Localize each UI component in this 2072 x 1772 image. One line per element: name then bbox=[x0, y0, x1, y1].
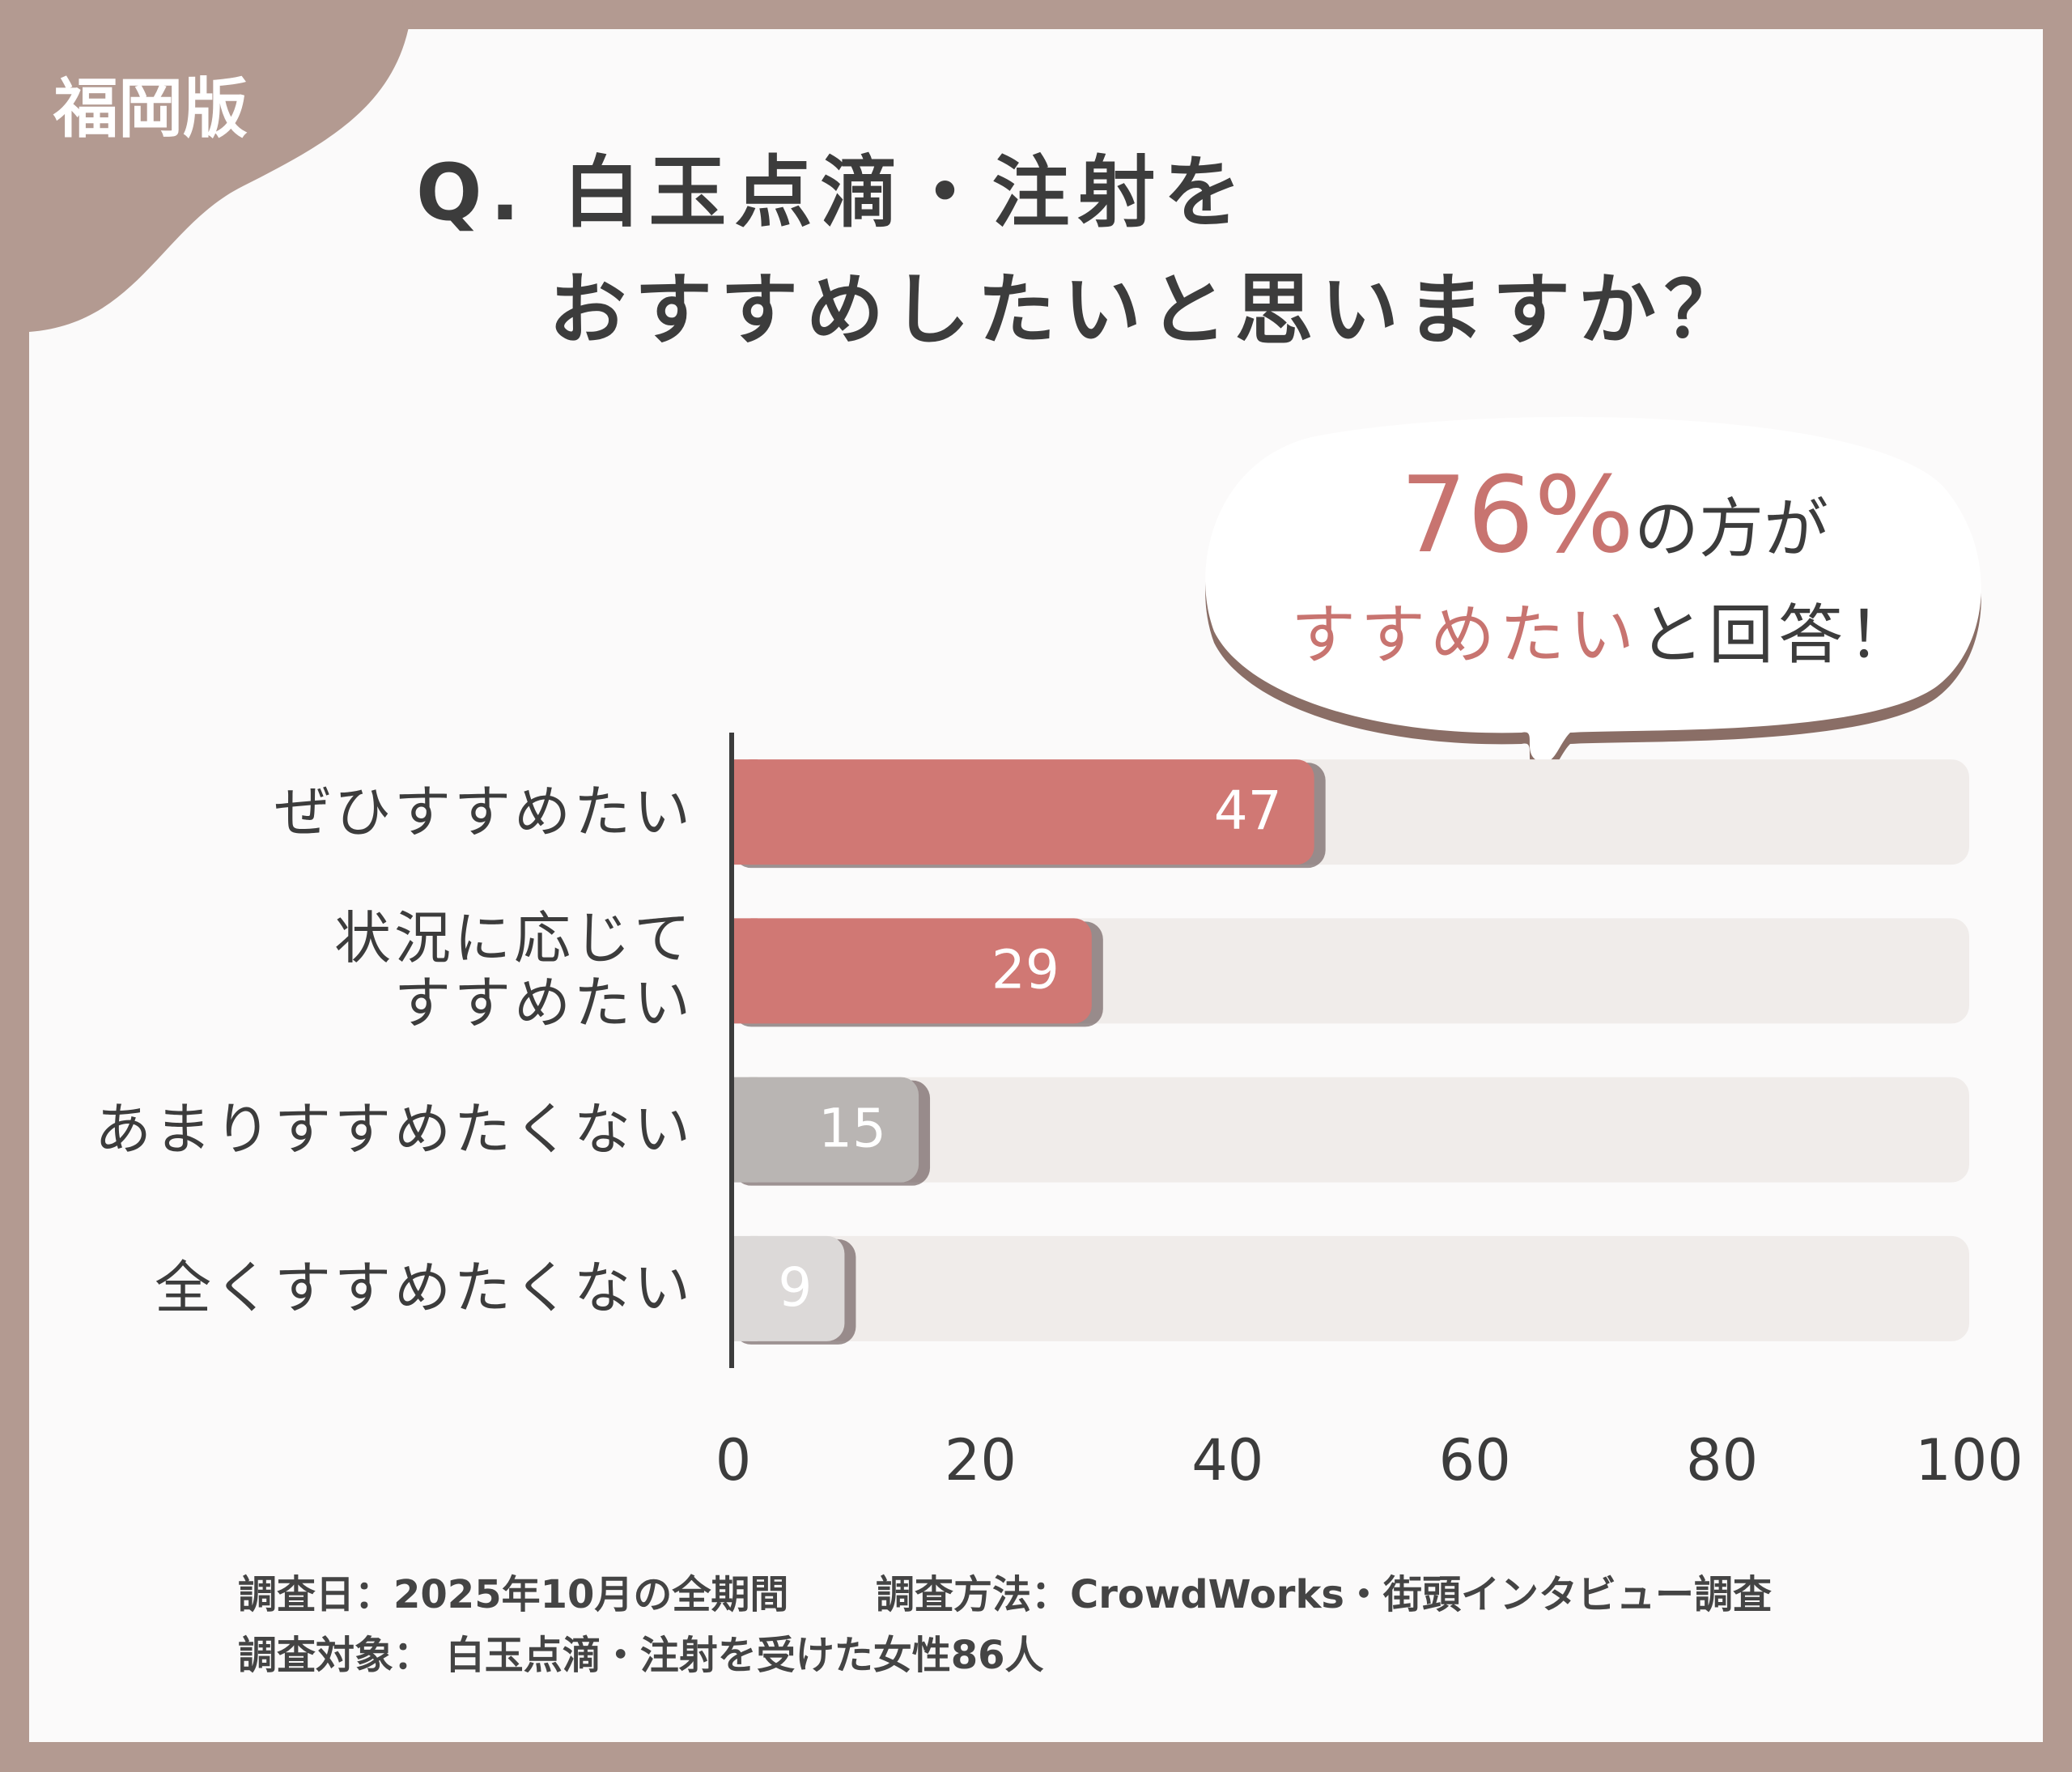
y-tick-label: 状況に応じて すすめたい bbox=[334, 904, 694, 1037]
chart-title: Q. 白玉点滴・注射を bbox=[416, 147, 1250, 238]
y-tick-label: 全くすすめたくない bbox=[155, 1255, 694, 1322]
x-tick-label: 100 bbox=[1915, 1427, 2023, 1494]
bar bbox=[733, 918, 1092, 1024]
value-label: 9 bbox=[778, 1256, 812, 1319]
bar-corner bbox=[733, 1077, 758, 1183]
bar-corner bbox=[733, 759, 758, 865]
card bbox=[29, 29, 2043, 1742]
annotation-text: と回答！ bbox=[1639, 597, 1917, 673]
footnote: 調査方法：CrowdWorks・街頭インタビュー調査 bbox=[876, 1572, 1772, 1617]
x-tick-label: 20 bbox=[945, 1427, 1017, 1494]
value-label: 29 bbox=[991, 938, 1059, 1001]
annotation: すすめたいと回答！ bbox=[1291, 583, 1917, 677]
badge-shape bbox=[0, 0, 413, 332]
bar-corner bbox=[733, 1235, 758, 1341]
x-tick-label: 40 bbox=[1191, 1427, 1263, 1494]
annotation: 76%の方が bbox=[1400, 453, 1828, 576]
bar bbox=[733, 1077, 919, 1183]
annotation-text: の方が bbox=[1633, 491, 1828, 567]
bar bbox=[733, 759, 1314, 865]
bar-track bbox=[733, 1077, 1969, 1183]
bar bbox=[733, 1235, 845, 1341]
annotation-highlight: 76% bbox=[1400, 453, 1634, 576]
chart-title: おすすめしたいと思いますか？ bbox=[549, 265, 1750, 355]
x-tick-label: 60 bbox=[1439, 1427, 1511, 1494]
value-label: 15 bbox=[818, 1098, 886, 1160]
x-tick-label: 0 bbox=[715, 1427, 752, 1494]
y-tick-label: あまりすすめたくない bbox=[95, 1096, 694, 1163]
x-tick-label: 80 bbox=[1686, 1427, 1758, 1494]
bar-corner bbox=[733, 918, 758, 1024]
y-tick-label: ぜひすすめたい bbox=[274, 778, 694, 845]
footnote: 調査対象： 白玉点滴・注射を受けた女性86人 bbox=[238, 1633, 1044, 1678]
value-label: 47 bbox=[1214, 780, 1282, 842]
badge: 福岡版 bbox=[53, 71, 248, 147]
annotation-highlight: すすめたい bbox=[1291, 597, 1639, 673]
footnote: 調査日：2025年10月の全期間 bbox=[238, 1572, 789, 1617]
callout-bubble bbox=[1205, 417, 1981, 763]
bar-track bbox=[733, 1235, 1969, 1341]
